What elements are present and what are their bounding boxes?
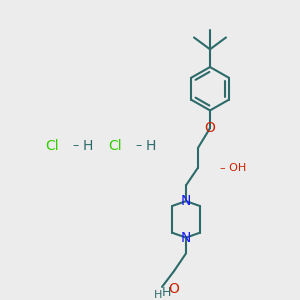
Text: N: N [181,231,191,244]
Text: H: H [161,286,171,299]
Text: O: O [205,121,215,135]
Text: N: N [181,194,191,208]
Text: – OH: – OH [220,163,246,172]
Text: –: – [136,140,142,152]
Text: H: H [146,139,156,153]
Text: Cl: Cl [108,139,122,153]
Text: O: O [169,282,179,296]
Text: H: H [83,139,93,153]
Text: H: H [154,290,162,300]
Text: Cl: Cl [45,139,59,153]
Text: –: – [73,140,79,152]
